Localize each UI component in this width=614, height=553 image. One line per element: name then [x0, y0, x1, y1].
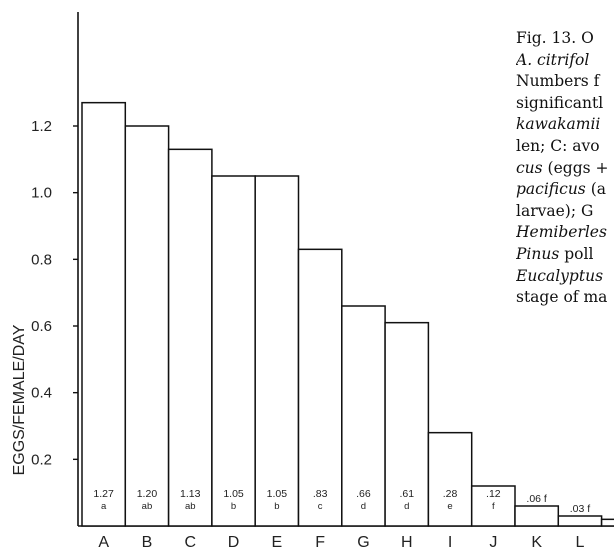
bar	[167, 148, 213, 527]
y-tick-label: 0.2	[31, 451, 52, 468]
caption-line: Eucalyptus	[516, 266, 604, 285]
y-tick-label: 1.2	[31, 118, 52, 135]
caption-line: Numbers f	[516, 72, 600, 91]
x-tick-label: D	[228, 534, 240, 551]
bar	[81, 101, 127, 527]
caption-line: Pinus poll	[516, 244, 594, 263]
x-tick-label: K	[531, 534, 542, 551]
x-tick-label: L	[575, 534, 584, 551]
x-tick-label: G	[357, 534, 369, 551]
caption-line: significantl	[516, 93, 604, 112]
significance-letter: f	[492, 501, 495, 512]
caption-line: A. citrifol	[516, 50, 590, 69]
significance-letter: ab	[142, 501, 153, 512]
significance-letter: ab	[185, 501, 196, 512]
bar	[470, 485, 516, 527]
caption-line: Fig. 13. O	[516, 29, 594, 47]
value-label: .28	[443, 488, 458, 500]
bar	[514, 505, 560, 527]
bar	[211, 175, 256, 527]
value-label: 1.05	[267, 488, 288, 500]
x-tick-label: F	[315, 534, 325, 551]
significance-letter: e	[447, 501, 452, 512]
y-tick-label: 0.4	[31, 385, 52, 402]
caption-line: cus (eggs +	[516, 158, 609, 177]
bar	[297, 248, 343, 527]
bar	[427, 431, 473, 527]
significance-letter: c	[318, 501, 323, 512]
value-label: 1.05	[223, 488, 244, 500]
y-tick-label: 1.0	[31, 185, 52, 202]
significance-letter: d	[404, 501, 409, 512]
x-tick-label: A	[98, 534, 109, 551]
caption-line: larvae); G	[516, 201, 594, 220]
value-label: 1.20	[137, 488, 158, 500]
bar	[254, 175, 300, 527]
x-tick-label: H	[401, 534, 413, 551]
x-tick-label: E	[272, 534, 283, 551]
value-label: .61	[399, 488, 414, 500]
caption-line: pacificus (a	[516, 180, 606, 199]
value-label: .12	[486, 488, 501, 500]
value-label: 1.27	[93, 488, 114, 500]
bar	[124, 125, 170, 527]
x-tick-label: B	[142, 534, 153, 551]
x-tick-label: C	[184, 534, 196, 551]
y-axis-label: EGGS/FEMALE/DAY	[11, 324, 28, 475]
value-label: .06 f	[526, 493, 547, 505]
significance-letter: d	[361, 501, 366, 512]
value-label: 1.13	[180, 488, 201, 500]
x-tick-label: J	[489, 534, 497, 551]
significance-letter: a	[101, 501, 107, 512]
y-tick-label: 0.8	[31, 251, 52, 268]
chart-labels: A1.27aB1.20abC1.13abD1.05bE1.05bF.83cG.6…	[93, 488, 614, 551]
caption-line: stage of ma	[516, 288, 608, 307]
value-label: .66	[356, 488, 371, 500]
figure-caption: Fig. 13. O A. citrifol Numbers f significan…	[516, 28, 612, 309]
value-label: .03 f	[570, 503, 591, 515]
caption-line: Hemiberles	[516, 223, 607, 242]
bar	[384, 321, 430, 527]
bar	[557, 515, 603, 527]
caption-line: len; C: avo	[516, 136, 600, 155]
y-tick-label: 0.6	[31, 318, 52, 335]
x-tick-label: I	[448, 534, 452, 551]
significance-letter: b	[231, 501, 236, 512]
caption-line: kawakamii	[516, 115, 601, 134]
significance-letter: b	[274, 501, 279, 512]
bar	[600, 518, 614, 527]
value-label: .83	[313, 488, 328, 500]
chart-bars	[81, 101, 614, 527]
